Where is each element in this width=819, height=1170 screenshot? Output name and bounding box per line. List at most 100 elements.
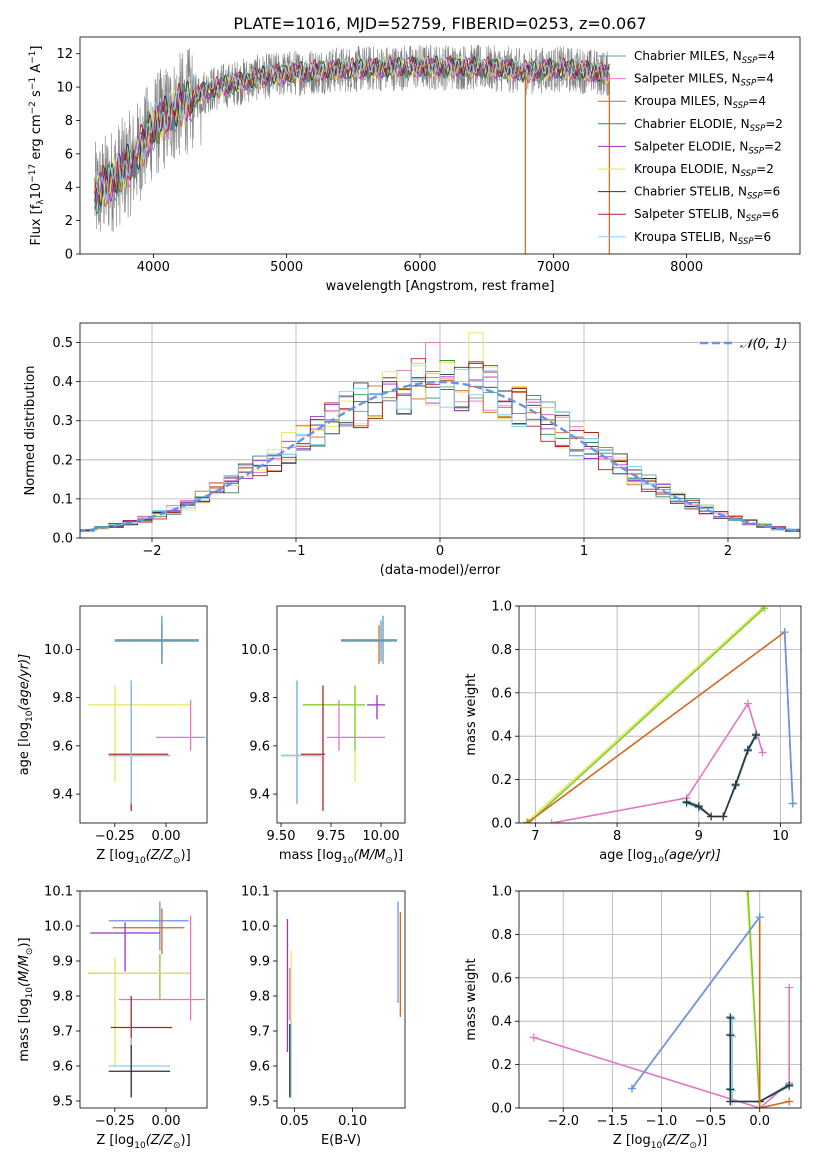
legend-label: Kroupa ELODIE, NSSP=2 [634, 162, 774, 179]
y-tick-label: 0.8 [491, 928, 512, 943]
y-tick-label: 0.6 [491, 686, 512, 701]
y-tick-label: 9.6 [52, 1060, 73, 1075]
x-tick-label: 6000 [403, 260, 436, 275]
series-marker [755, 913, 764, 922]
legend-sub: SSP [733, 101, 749, 111]
legend-text: Chabrier MILES, N [634, 49, 742, 63]
label-subscript: 10 [651, 1141, 663, 1151]
series-marker [728, 1032, 737, 1041]
axes-frame [518, 890, 802, 1109]
y-tick-label: 1.0 [491, 885, 512, 900]
y-tick-label: 0.0 [52, 532, 73, 547]
y-tick-label: 0.4 [491, 1015, 512, 1030]
series-marker [726, 1031, 735, 1040]
label-part: (M/M [17, 955, 32, 987]
plot-area [88, 901, 205, 1098]
x-tick-label: 9 [695, 829, 703, 844]
series-line-extra-green [747, 891, 761, 1108]
axes-frame [518, 605, 802, 824]
legend-sub: SSP [746, 214, 762, 224]
series-marker [788, 799, 797, 808]
x-axis-label: Z [log10(Z/Z⊙)] [613, 1133, 707, 1151]
series-marker [785, 1097, 794, 1106]
series-marker [758, 748, 767, 757]
y-tick-label: 10 [56, 81, 73, 96]
y-tick-label: 9.6 [52, 739, 73, 754]
label-part: s [29, 90, 44, 101]
legend-eq: =4 [757, 49, 775, 63]
label-part: age [log [599, 848, 652, 863]
series-marker [726, 1085, 735, 1094]
x-tick-label: 8000 [670, 260, 703, 275]
series-marker [755, 1104, 764, 1108]
series-marker [742, 891, 751, 895]
x-tick-label: 8 [613, 829, 621, 844]
series-marker [728, 1015, 737, 1024]
x-tick-label: −1.5 [597, 1114, 629, 1129]
y-tick-label: 0.8 [491, 643, 512, 658]
y-axis-label: mass [log10(M/M⊙)] [17, 937, 35, 1061]
axes: 9.50 9.75 10.00 9.4 9.6 9.8 10.0 mass [log10(M/… [241, 605, 406, 866]
mass-vs-ebv-panel: 0.05 0.10 9.5 9.6 9.7 9.8 9.9 10.0 10.1 E(B-V) [241, 885, 406, 1148]
legend-text: Kroupa STELIB, N [634, 230, 738, 244]
y-tick-label: 9.9 [249, 955, 270, 970]
label-part: erg cm [29, 114, 44, 163]
label-part: −1 [28, 77, 38, 90]
x-tick-label: 0.00 [152, 829, 181, 844]
legend-text: Kroupa MILES, N [634, 94, 733, 108]
label-part: −17 [28, 164, 38, 183]
x-tick-label: 2 [724, 544, 732, 559]
mass-weight-vs-metallicity-panel: −2.0 −1.5 −1.0 −0.5 0.0 0.0 0.2 0.4 0.6 0.8 1.0 mas… [464, 885, 802, 1151]
y-tick-label: 9.8 [249, 990, 270, 1005]
legend-eq: =2 [756, 162, 774, 176]
x-tick-label: 4000 [137, 260, 170, 275]
series-line-extra-blue [631, 916, 761, 1089]
spectrum-title: PLATE=1016, MJD=52759, FIBERID=0253, z=0… [233, 14, 646, 33]
series-marker [682, 798, 691, 807]
series-marker [743, 891, 752, 895]
y-tick-label: 9.6 [249, 1060, 270, 1075]
y-tick-label: 10.0 [241, 920, 270, 935]
label-prefix: Z [log [96, 1133, 134, 1148]
y-tick-label: 6 [65, 147, 73, 162]
y-tick-label: 0.2 [491, 1058, 512, 1073]
plot-area [88, 615, 205, 811]
legend-eq: =2 [765, 117, 783, 131]
label-subscript: 10 [342, 856, 354, 866]
y-tick-label: 0.5 [52, 336, 73, 351]
y-axis-label: Flux [fλ10−17 erg cm−2 s−1 A−1] [28, 46, 46, 246]
x-tick-label: 9.75 [317, 829, 346, 844]
series-marker [694, 802, 703, 811]
plot-area [529, 891, 794, 1108]
y-tick-label: 4 [65, 181, 73, 196]
y-tick-label: 9.8 [52, 691, 73, 706]
legend-text: Salpeter MILES, N [634, 72, 741, 86]
series-line-salpeter-miles [551, 701, 764, 823]
x-tick-label: −0.5 [695, 1114, 727, 1129]
series-marker [752, 731, 761, 740]
y-tick-label: 10.1 [241, 885, 270, 900]
series-marker [523, 819, 532, 823]
label-part: (age/yr)] [17, 654, 32, 711]
y-tick-label: 0.2 [52, 453, 73, 468]
label-part: (age/yr)] [664, 848, 721, 863]
legend-text: Chabrier ELODIE, N [634, 117, 750, 131]
label-part: Flux [f [29, 204, 44, 245]
label-part: A [29, 64, 44, 77]
axes: 0.05 0.10 9.5 9.6 9.7 9.8 9.9 10.0 10.1 E(B-V) [241, 885, 406, 1148]
x-tick-label: 5000 [270, 260, 303, 275]
legend-text: Salpeter STELIB, N [634, 207, 746, 221]
axes-frame [79, 322, 801, 539]
y-axis-label: mass weight [464, 673, 479, 755]
axes: −0.25 0.009.49.69.810.0Z [log10(Z/Z⊙)]age… [17, 605, 208, 866]
y-tick-label: 9.7 [52, 1025, 73, 1040]
y-tick-label: 9.4 [52, 788, 73, 803]
y-tick-label: 9.6 [249, 739, 270, 754]
mass-vs-metallicity-panel: −0.25 0.009.59.69.79.89.910.010.1Z [log10… [17, 885, 208, 1151]
label-body: (Z/Z [146, 848, 174, 863]
x-axis-label: Z [log10(Z/Z⊙)] [96, 848, 190, 866]
label-end: )] [393, 848, 403, 863]
legend-sub: SSP [738, 237, 754, 247]
series-marker [719, 812, 728, 821]
axes: −0.25 0.009.59.69.79.89.910.010.1Z [log10… [17, 885, 208, 1151]
